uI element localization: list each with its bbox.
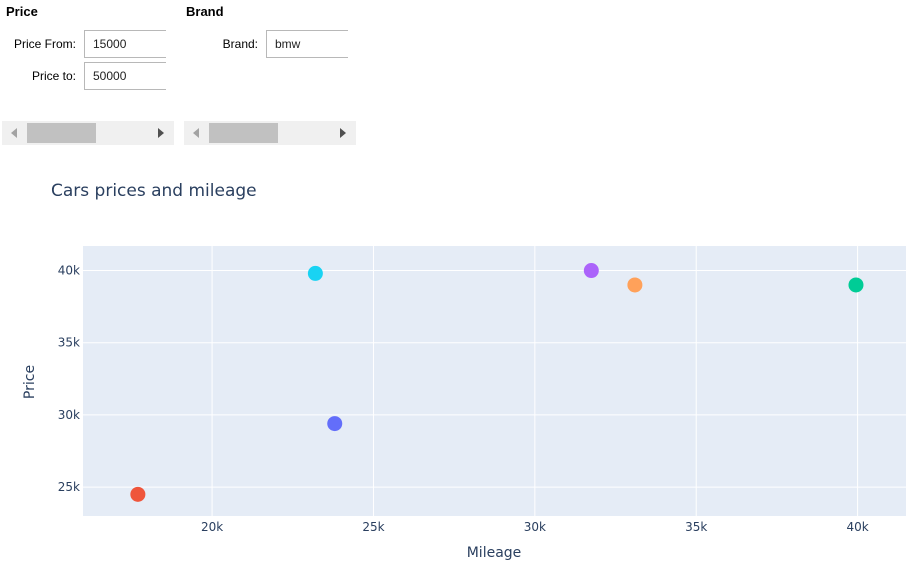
brand-input[interactable] [266,30,348,58]
x-tick-label: 40k [846,520,868,534]
brand-row: Brand: [186,30,348,58]
y-tick-label: 40k [58,264,80,278]
scroll-thumb[interactable] [27,123,96,143]
y-axis-label: Price [22,365,38,399]
price-to-label: Price to: [31,69,76,83]
x-tick-label: 30k [524,520,546,534]
price-section-title: Price [6,4,38,19]
scroll-thumb[interactable] [209,123,278,143]
data-point[interactable] [307,265,323,281]
price-to-row: Price to: [4,62,166,90]
price-to-input[interactable] [84,62,166,90]
data-point[interactable] [327,416,343,432]
chart-title: Cars prices and mileage [51,181,257,201]
data-point[interactable] [130,486,146,502]
brand-section-title: Brand [186,4,224,19]
price-from-row: Price From: [4,30,166,58]
x-tick-label: 20k [201,520,223,534]
plot-area[interactable] [83,246,906,516]
price-from-label: Price From: [13,37,76,51]
price-scrollbar[interactable] [2,121,174,145]
scroll-left-arrow-icon[interactable] [11,128,17,138]
scatter-chart[interactable]: Cars prices and mileage 20k 25k 30k 35k 40k2… [0,160,915,564]
scroll-right-arrow-icon[interactable] [340,128,346,138]
price-from-input[interactable] [84,30,166,58]
y-tick-label: 35k [58,336,80,350]
x-tick-label: 25k [362,520,384,534]
data-point[interactable] [848,277,864,293]
brand-label: Brand: [222,37,258,51]
data-point[interactable] [583,263,599,279]
data-points[interactable] [130,263,864,502]
data-point[interactable] [627,277,643,293]
y-tick-label: 25k [58,480,80,494]
y-tick-label: 30k [58,408,80,422]
scroll-left-arrow-icon[interactable] [193,128,199,138]
brand-scrollbar[interactable] [184,121,356,145]
x-axis-label: Mileage [467,545,522,561]
scroll-right-arrow-icon[interactable] [158,128,164,138]
tick-labels: 20k 25k 30k 35k 40k 25k 30k 35k 40k [58,264,869,534]
x-tick-label: 35k [685,520,707,534]
